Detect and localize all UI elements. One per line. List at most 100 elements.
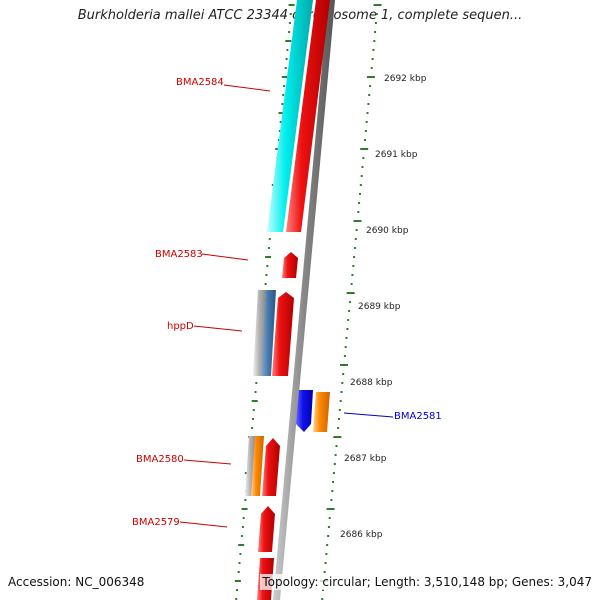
scale-ring xyxy=(319,4,382,600)
gene-labels: BMA2584 BMA2583 hppD BMA2581 BMA2580 BMA… xyxy=(132,77,442,528)
scale-ring-minor-tick xyxy=(345,337,348,339)
scale-ring-minor-tick xyxy=(372,49,375,51)
scale-ring-minor-tick xyxy=(321,598,324,600)
feature-tracks xyxy=(245,0,330,600)
scale-ring-minor-tick xyxy=(374,22,377,24)
scale-ring-major-tick xyxy=(353,220,362,222)
scale-ring-minor-tick xyxy=(354,238,357,240)
scale-label-2690: 2690 kbp xyxy=(366,226,409,236)
scale-ring-minor-tick xyxy=(340,391,343,393)
inner-ring-minor-tick xyxy=(252,418,254,420)
scale-ring-minor-tick xyxy=(362,157,365,159)
inner-ring-major-tick xyxy=(234,580,241,582)
scale-ring-minor-tick xyxy=(324,562,327,564)
inner-ring-minor-tick xyxy=(239,553,242,555)
inner-ring-minor-tick xyxy=(235,598,238,600)
feature-cds-hppd[interactable] xyxy=(272,292,294,376)
gene-label-hppd[interactable]: hppD xyxy=(167,321,194,332)
scale-ring-minor-tick xyxy=(368,94,371,96)
scale-ring-minor-tick xyxy=(374,31,377,33)
scale-ring-minor-tick xyxy=(346,328,349,330)
scale-ring-minor-tick xyxy=(357,211,360,213)
inner-ring-minor-tick xyxy=(286,49,289,51)
scale-ring-major-tick xyxy=(346,292,355,294)
gene-label-bma2581[interactable]: BMA2581 xyxy=(394,411,442,422)
inner-ring-minor-tick xyxy=(264,283,267,285)
scale-ring-minor-tick xyxy=(364,139,366,141)
scale-ring-minor-tick xyxy=(360,175,363,177)
leader-line-bma2579 xyxy=(179,521,228,528)
scale-ring-major-tick xyxy=(326,508,335,510)
scale-ring-minor-tick xyxy=(338,418,340,420)
leader-line-bma2580 xyxy=(183,459,232,465)
scale-ring-minor-tick xyxy=(371,58,374,60)
scale-ring-minor-tick xyxy=(327,535,330,537)
scale-label-2691: 2691 kbp xyxy=(375,150,418,160)
inner-ring-major-tick xyxy=(241,508,248,510)
feature-cds-bma2583[interactable] xyxy=(282,252,298,278)
scale-ring-major-tick xyxy=(340,364,348,366)
inner-ring-minor-tick xyxy=(255,382,258,384)
inner-ring-minor-tick xyxy=(281,103,284,105)
inner-ring-major-tick xyxy=(278,112,285,114)
inner-ring-minor-tick xyxy=(288,31,291,33)
inner-ring-major-tick xyxy=(288,4,295,6)
inner-ring-major-tick xyxy=(265,256,272,258)
gene-label-bma2584[interactable]: BMA2584 xyxy=(176,77,224,88)
scale-ring-minor-tick xyxy=(353,256,356,258)
inner-ring-minor-tick xyxy=(284,67,287,69)
inner-ring-major-tick xyxy=(281,76,288,78)
feature-orange-block-1[interactable] xyxy=(313,392,330,432)
feature-orange-block-2[interactable] xyxy=(251,436,264,496)
leader-line-bma2583 xyxy=(201,253,249,261)
scale-ring-minor-tick xyxy=(337,427,340,429)
accession-text: Accession: NC_006348 xyxy=(6,574,147,590)
scale-ring-minor-tick xyxy=(347,319,350,321)
inner-ring-minor-tick xyxy=(267,247,270,249)
scale-ring-minor-tick xyxy=(333,463,336,465)
inner-ring-minor-tick xyxy=(289,13,292,15)
inner-ring-minor-tick xyxy=(268,238,271,240)
feature-cyan-block[interactable] xyxy=(267,0,313,232)
scale-ring-minor-tick xyxy=(358,202,361,204)
inner-ring-minor-tick xyxy=(244,499,247,501)
scale-label-2686: 2686 kbp xyxy=(340,530,383,540)
scale-ring-minor-tick xyxy=(365,121,368,123)
scale-ring-minor-tick xyxy=(369,85,372,87)
feature-steelblue-block[interactable] xyxy=(261,290,276,376)
feature-cds-bma2579[interactable] xyxy=(258,506,275,552)
scale-ring-minor-tick xyxy=(352,265,355,267)
inner-ring-minor-tick xyxy=(254,391,257,393)
topology-summary-text: Topology: circular; Length: 3,510,148 bp… xyxy=(260,574,594,590)
feature-grey-block-2[interactable] xyxy=(245,436,256,496)
feature-cds-bma2584[interactable] xyxy=(286,0,330,232)
scale-label-2688: 2688 kbp xyxy=(350,378,393,388)
gene-label-bma2579[interactable]: BMA2579 xyxy=(132,517,180,528)
scale-ring-minor-tick xyxy=(366,112,369,114)
scale-label-2687: 2687 kbp xyxy=(344,454,387,464)
inner-ring-minor-tick xyxy=(242,517,245,519)
scale-ring-minor-tick xyxy=(332,472,335,474)
scale-ring-minor-tick xyxy=(375,13,378,15)
scale-ring-minor-tick xyxy=(344,346,347,348)
scale-label-2689: 2689 kbp xyxy=(358,302,401,312)
inner-ring-major-tick xyxy=(238,544,245,546)
inner-ring-minor-tick xyxy=(241,526,244,528)
feature-cds-bma2581[interactable] xyxy=(296,390,313,432)
scale-ring-minor-tick xyxy=(323,571,326,573)
gene-label-bma2583[interactable]: BMA2583 xyxy=(155,249,203,260)
scale-ring-minor-tick xyxy=(341,382,344,384)
inner-ring-minor-tick xyxy=(278,130,281,132)
scale-ring-minor-tick xyxy=(332,481,335,483)
scale-ring-minor-tick xyxy=(334,454,337,456)
scale-ring-minor-tick xyxy=(342,373,345,375)
scale-ring-minor-tick xyxy=(348,310,351,312)
leader-line-bma2584 xyxy=(223,84,271,92)
inner-ring-major-tick xyxy=(251,400,258,402)
feature-cds-bma2580[interactable] xyxy=(262,438,280,496)
inner-ring-major-tick xyxy=(285,40,292,42)
leader-line-bma2581 xyxy=(343,412,394,418)
gene-label-bma2580[interactable]: BMA2580 xyxy=(136,454,184,465)
scale-ring-minor-tick xyxy=(348,301,351,303)
